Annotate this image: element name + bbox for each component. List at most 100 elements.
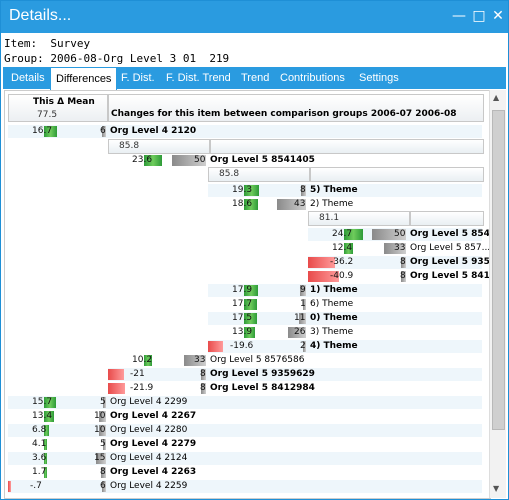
count-value: 6 xyxy=(100,481,106,491)
delta-value: 17.9 xyxy=(232,285,253,295)
count-bar xyxy=(102,397,106,408)
tab-details[interactable]: Details xyxy=(11,72,45,84)
maximize-icon[interactable]: □ xyxy=(472,8,486,24)
table-row[interactable] xyxy=(8,452,482,465)
delta-value: -21 xyxy=(130,369,145,379)
delta-value: 1.7 xyxy=(32,467,47,477)
row-label[interactable]: Org Level 5 8541405 xyxy=(210,155,315,165)
row-label[interactable]: Org Level 4 2299 xyxy=(110,397,188,407)
count-bar xyxy=(303,341,306,352)
table-row[interactable] xyxy=(8,396,482,409)
subhead-1: 85.8 xyxy=(108,139,210,154)
delta-value: 19.3 xyxy=(232,185,253,195)
row-label[interactable]: Org Level 5 8576586 xyxy=(210,355,305,365)
delta-bar xyxy=(308,257,336,268)
table-row[interactable] xyxy=(208,326,482,339)
count-bar xyxy=(276,199,306,210)
count-value: 2 xyxy=(300,341,306,351)
group-label: Group: xyxy=(4,52,44,65)
table-row[interactable] xyxy=(208,184,482,197)
row-label[interactable]: 2) Theme xyxy=(310,199,354,209)
row-label[interactable]: 3) Theme xyxy=(310,327,354,337)
table-row[interactable] xyxy=(208,284,482,297)
row-label[interactable]: 1) Theme xyxy=(310,285,358,295)
subhead-3: 81.1 xyxy=(308,211,410,226)
tab-f-dist-trend[interactable]: F. Dist. Trend xyxy=(166,72,231,84)
row-label[interactable]: 4) Theme xyxy=(310,341,358,351)
item-info: Item: Survey xyxy=(4,37,90,50)
delta-bar xyxy=(44,411,55,422)
delta-value: 3.6 xyxy=(32,453,47,463)
table-row[interactable] xyxy=(8,438,482,451)
table-row[interactable] xyxy=(308,256,482,269)
item-label: Item: xyxy=(4,37,38,50)
mean-header: This Δ Mean 77.5 xyxy=(8,94,108,122)
count-bar xyxy=(400,257,406,268)
item-value: Survey xyxy=(50,37,91,50)
row-label[interactable]: Org Level 5 935... xyxy=(410,257,490,267)
tab-f-dist[interactable]: F. Dist. xyxy=(121,72,155,84)
table-row[interactable] xyxy=(208,298,482,311)
row-label[interactable]: Org Level 5 857... xyxy=(410,243,491,253)
delta-bar xyxy=(244,313,258,324)
scroll-down-icon[interactable]: ▼ xyxy=(493,484,500,493)
row-label[interactable]: Org Level 5 854... xyxy=(410,229,490,239)
count-value: 8 xyxy=(300,185,306,195)
row-label[interactable]: Org Level 4 2267 xyxy=(110,411,197,421)
subhead-2: 85.8 xyxy=(208,167,310,182)
count-bar xyxy=(95,453,106,464)
tab-trend[interactable]: Trend xyxy=(241,72,270,84)
count-bar xyxy=(101,126,106,137)
count-bar xyxy=(99,411,106,422)
row-label[interactable]: Org Level 5 8412984 xyxy=(210,383,315,393)
delta-value: 17.5 xyxy=(232,313,253,323)
count-value: 50 xyxy=(194,155,206,165)
count-value: 6 xyxy=(100,126,106,136)
delta-bar xyxy=(244,285,258,296)
close-icon[interactable]: ✕ xyxy=(492,8,504,24)
delta-value: 15.7 xyxy=(32,397,53,407)
changes-header-title: Changes for this item between comparison… xyxy=(111,109,457,119)
count-value: 9 xyxy=(300,285,306,295)
row-label[interactable]: Org Level 4 2124 xyxy=(110,453,188,463)
tab-differences[interactable]: Differences xyxy=(50,67,118,90)
row-label[interactable]: Org Level 5 9359629 xyxy=(210,369,315,379)
row-label[interactable]: Org Level 4 2279 xyxy=(110,439,197,449)
scroll-up-icon[interactable]: ▲ xyxy=(493,93,500,102)
table-row[interactable] xyxy=(8,125,482,138)
count-value: 8 xyxy=(400,257,406,267)
row-label[interactable]: Org Level 4 2259 xyxy=(110,481,188,491)
delta-value: 13.4 xyxy=(32,411,53,421)
scroll-thumb[interactable] xyxy=(492,110,505,430)
delta-bar xyxy=(344,243,354,254)
table-row[interactable] xyxy=(208,340,482,353)
table-row[interactable] xyxy=(8,424,482,437)
row-label[interactable]: 0) Theme xyxy=(310,313,358,323)
mean-header-value: 77.5 xyxy=(37,110,58,120)
count-bar xyxy=(372,229,406,240)
count-value: 10 xyxy=(94,411,106,421)
row-label[interactable]: Org Level 4 2120 xyxy=(110,126,197,136)
row-label[interactable]: Org Level 5 841... xyxy=(410,271,490,281)
table-row[interactable] xyxy=(208,312,482,325)
delta-value: -19.6 xyxy=(230,341,254,351)
minimize-icon[interactable]: — xyxy=(452,8,466,24)
table-row[interactable] xyxy=(8,410,482,423)
delta-bar xyxy=(244,199,259,210)
count-bar xyxy=(298,313,306,324)
tab-contributions[interactable]: Contributions xyxy=(280,72,345,84)
row-label[interactable]: 6) Theme xyxy=(310,299,354,309)
row-label[interactable]: 5) Theme xyxy=(310,185,358,195)
table-row[interactable] xyxy=(8,466,482,479)
delta-value: 6.8 xyxy=(32,425,47,435)
row-label[interactable]: Org Level 4 2280 xyxy=(110,425,188,435)
row-label[interactable]: Org Level 4 2263 xyxy=(110,467,197,477)
count-bar xyxy=(172,155,206,166)
table-row[interactable] xyxy=(208,198,482,211)
table-row[interactable] xyxy=(308,270,482,283)
table-row[interactable] xyxy=(8,480,482,493)
tab-settings[interactable]: Settings xyxy=(359,72,399,84)
delta-bar xyxy=(44,425,50,436)
vertical-scrollbar[interactable]: ▲ ▼ xyxy=(489,90,506,498)
delta-value: 23.6 xyxy=(132,155,153,165)
